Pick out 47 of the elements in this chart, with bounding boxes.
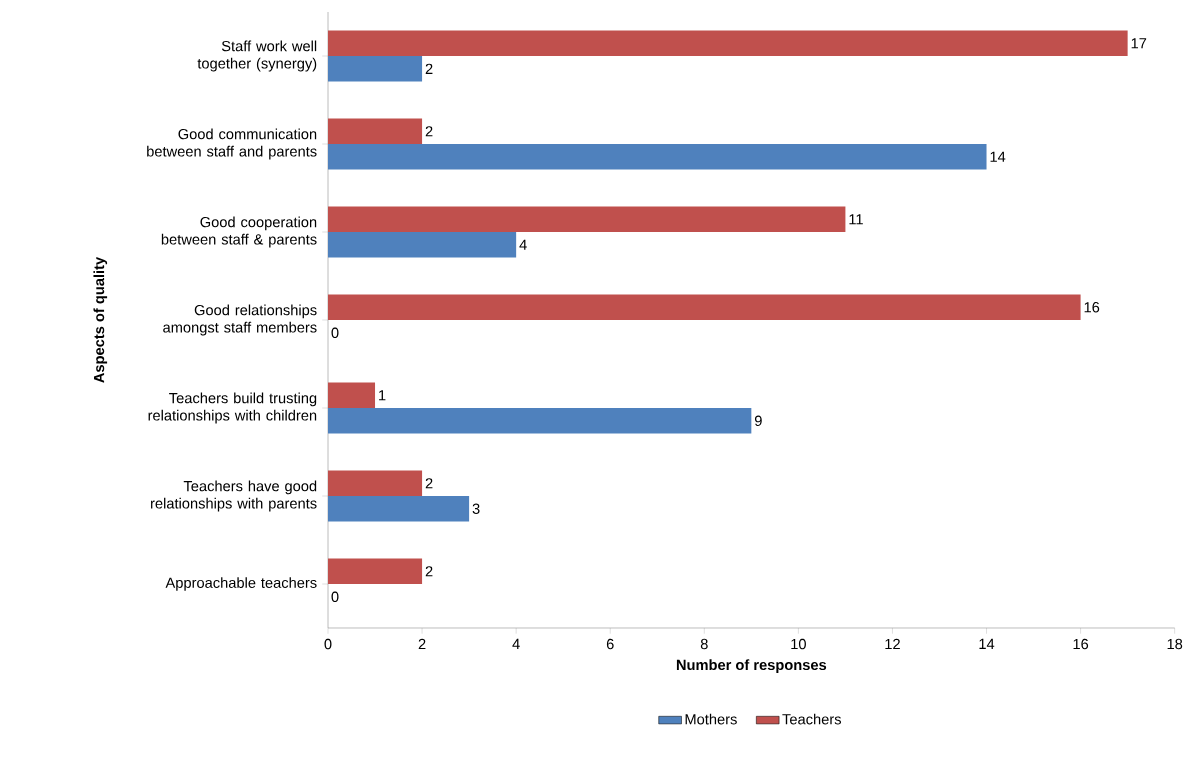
x-tick-label: 8 — [700, 638, 708, 650]
y-tick-label: Good cooperation between staff & parents — [161, 216, 317, 248]
bar — [328, 30, 1128, 57]
bar — [328, 232, 517, 258]
x-tick-label: 6 — [606, 638, 614, 650]
x-tick-label: 4 — [512, 638, 520, 649]
bar — [328, 558, 423, 584]
data-label: 0 — [331, 591, 339, 602]
bar — [328, 118, 423, 145]
legend-label: Teachers — [782, 713, 842, 725]
data-label: 4 — [519, 239, 527, 250]
data-label: 2 — [425, 566, 433, 577]
data-label: 2 — [425, 63, 433, 74]
x-tick-label: 10 — [791, 638, 806, 650]
data-label: 2 — [425, 126, 433, 137]
y-tick-label: Good relationships amongst staff members — [163, 304, 317, 336]
y-tick-label: Approachable teachers — [165, 577, 317, 591]
bar — [328, 144, 987, 170]
y-axis-title: Aspects of quality — [93, 256, 108, 383]
x-tick-label: 16 — [1073, 638, 1089, 650]
bar — [328, 470, 423, 496]
y-tick-label: Good communication between staff and parents — [147, 128, 317, 160]
data-label: 9 — [754, 415, 762, 426]
x-axis-title: Number of responses — [676, 659, 827, 673]
bar — [328, 382, 376, 408]
y-tick-label: Staff work well together (synergy) — [197, 40, 317, 72]
x-tick-label: 0 — [324, 638, 332, 650]
data-label: 16 — [1084, 302, 1100, 313]
bar — [328, 206, 846, 233]
bar — [328, 56, 423, 82]
data-label: 3 — [472, 503, 480, 514]
x-tick-label: 12 — [885, 638, 900, 650]
y-tick-label: Teachers build trusting relationships with children — [148, 392, 317, 424]
data-label: 0 — [331, 327, 339, 338]
x-tick-label: 2 — [418, 638, 426, 650]
data-label: 1 — [379, 390, 386, 401]
x-tick-label: 18 — [1167, 638, 1183, 650]
legend-label: Mothers — [685, 713, 737, 725]
y-tick-label: Teachers have good relationships with parents — [151, 480, 317, 512]
data-label: 17 — [1131, 38, 1147, 49]
x-tick-label: 14 — [979, 638, 995, 649]
bar — [328, 496, 470, 522]
bar — [328, 408, 752, 434]
data-label: 2 — [425, 478, 433, 489]
data-label: 14 — [990, 151, 1006, 162]
bar — [328, 294, 1081, 321]
data-label: 11 — [849, 214, 863, 225]
